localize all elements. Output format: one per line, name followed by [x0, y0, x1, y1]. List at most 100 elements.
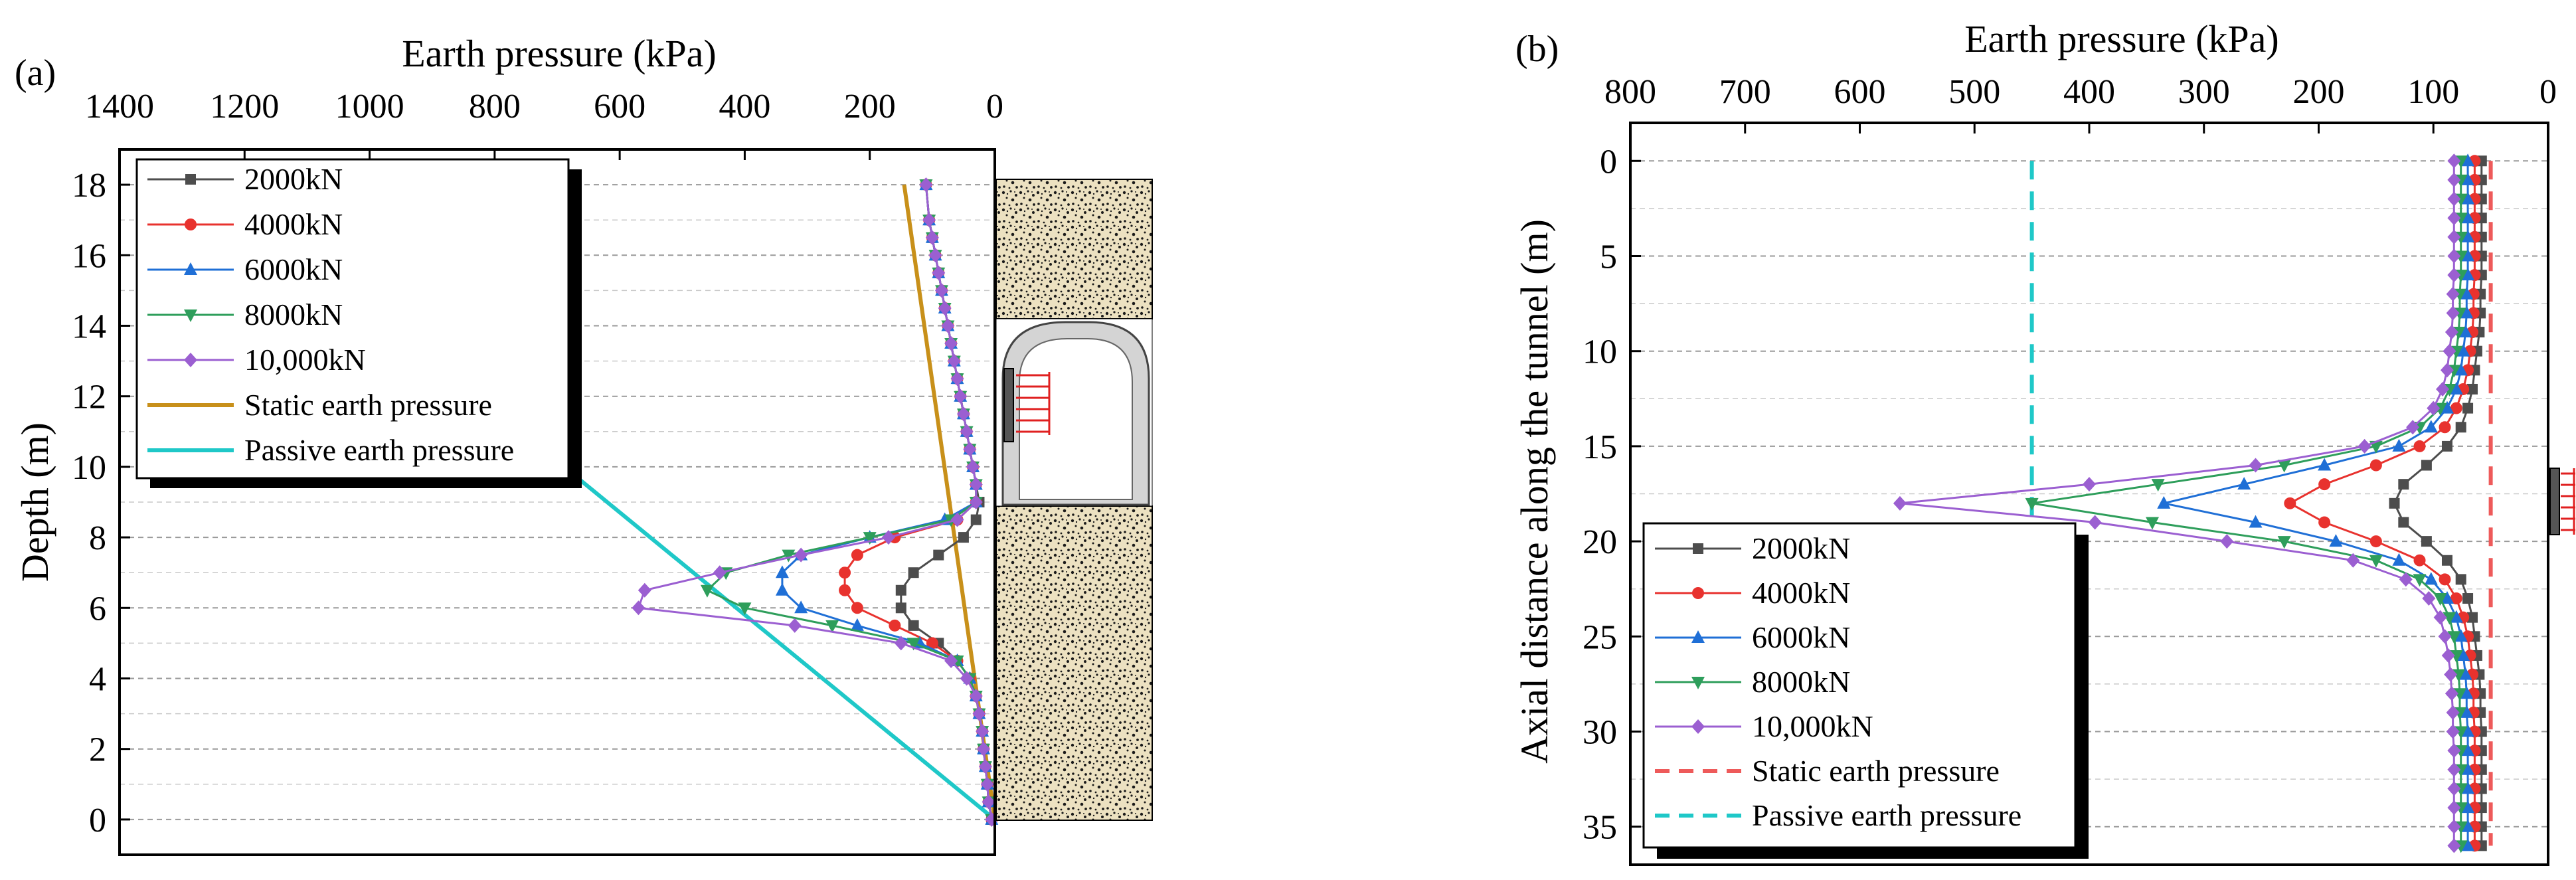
data-point	[908, 567, 919, 578]
data-point	[2440, 363, 2454, 378]
data-point	[889, 619, 901, 632]
y-tick-label: 2	[89, 731, 106, 769]
legend-label: 6000kN	[244, 252, 343, 286]
legend-entry: Static earth pressure	[1655, 754, 2000, 788]
panel-a-plot-frame	[118, 148, 996, 856]
series-8000kn	[2025, 155, 2468, 853]
data-point	[933, 549, 944, 561]
data-point	[2249, 515, 2263, 528]
data-point	[2458, 667, 2472, 680]
data-point	[2461, 191, 2475, 205]
data-point	[2422, 591, 2436, 606]
data-point	[976, 724, 989, 739]
series-10-000kn	[1893, 153, 2461, 853]
x-tick-label: 800	[1604, 73, 1656, 111]
x-tick-label: 600	[1834, 73, 1886, 111]
data-point	[2447, 800, 2461, 816]
data-point	[2318, 516, 2331, 529]
data-point	[2439, 573, 2451, 586]
y-tick-label: 30	[1583, 714, 1617, 752]
panel-a: (a) Earth pressure (kPa) 1400 1200 1000 800…	[13, 32, 1153, 856]
panel-b-plot-frame	[1629, 122, 2549, 866]
data-point	[2433, 593, 2447, 606]
legend-entry: 10,000kN	[1655, 709, 1873, 743]
legend-label: 4000kN	[244, 207, 343, 241]
data-point	[2444, 667, 2458, 682]
data-point	[2346, 553, 2360, 568]
data-point	[2249, 458, 2263, 473]
panel-b-x-axis-title: Earth pressure (kPa)	[1964, 17, 2279, 60]
data-point	[2452, 688, 2466, 701]
data-point	[2443, 343, 2456, 359]
data-point	[2157, 495, 2171, 509]
data-point	[851, 549, 863, 561]
data-point	[2447, 743, 2461, 758]
data-point	[2460, 705, 2474, 718]
data-point	[2456, 648, 2470, 661]
data-point	[2369, 535, 2382, 548]
data-point	[863, 532, 877, 545]
legend-label: Static earth pressure	[1752, 754, 2000, 788]
x-tick-label: 0	[2539, 73, 2557, 111]
data-point	[2447, 762, 2461, 777]
y-tick-label: 4	[89, 661, 106, 699]
x-tick-label: 0	[986, 88, 1003, 126]
data-point	[2318, 478, 2331, 491]
soil-lower	[995, 505, 1153, 821]
data-point	[932, 265, 946, 280]
data-point	[2450, 402, 2462, 414]
data-point	[2441, 648, 2455, 663]
y-tick-label: 15	[1583, 428, 1617, 466]
soil-upper	[995, 179, 1153, 319]
data-point	[2461, 229, 2475, 242]
data-point	[969, 495, 983, 509]
x-tick-label: 1200	[210, 88, 279, 126]
series-4000kn	[2284, 155, 2481, 852]
data-point	[2461, 153, 2475, 167]
data-point	[2447, 172, 2461, 187]
data-point	[2461, 819, 2475, 832]
data-point	[2421, 536, 2432, 547]
data-point	[2369, 555, 2383, 568]
legend-label: 4000kN	[1752, 576, 1850, 610]
panel-b-ticks: 800 700 600 500 400 300 200 100 0 0 5 10 15 20 25 30 35	[1583, 73, 2557, 847]
x-tick-label: 500	[1948, 73, 2000, 111]
data-point	[934, 283, 948, 298]
y-tick-label: 5	[1600, 238, 1617, 276]
legend-marker	[184, 353, 197, 367]
data-point	[2447, 631, 2461, 644]
data-point	[2466, 612, 2478, 623]
data-point	[850, 618, 864, 631]
data-point	[2462, 402, 2474, 414]
x-tick-label: 400	[2063, 73, 2115, 111]
data-point	[2446, 286, 2460, 302]
legend-label: Static earth pressure	[244, 388, 492, 422]
data-point	[908, 620, 919, 631]
data-point	[713, 565, 727, 580]
legend-marker	[1692, 587, 1704, 599]
data-point	[700, 584, 714, 598]
legend-label: 6000kN	[1752, 620, 1850, 654]
data-point	[2398, 517, 2409, 528]
data-point	[2458, 325, 2472, 338]
series-10-000kn	[632, 177, 999, 827]
data-point	[960, 671, 974, 686]
data-point	[926, 637, 938, 650]
data-point	[2446, 705, 2460, 720]
data-point	[2151, 479, 2165, 492]
data-point	[978, 759, 992, 774]
data-point	[944, 336, 958, 351]
panel-b-y-axis-title: Axial distance along the tunnel (m)	[1513, 219, 1556, 764]
y-tick-label: 35	[1583, 809, 1617, 847]
data-point	[2237, 477, 2251, 490]
jack-plate	[2549, 468, 2560, 535]
data-point	[2449, 610, 2463, 623]
y-tick-label: 25	[1583, 618, 1617, 656]
data-point	[2424, 420, 2438, 433]
data-point	[881, 530, 895, 545]
data-point	[970, 514, 982, 525]
jack-symbol	[2549, 468, 2575, 535]
legend-label: 8000kN	[1752, 665, 1850, 699]
legend-entry: 6000kN	[147, 252, 343, 286]
data-point	[925, 230, 939, 245]
